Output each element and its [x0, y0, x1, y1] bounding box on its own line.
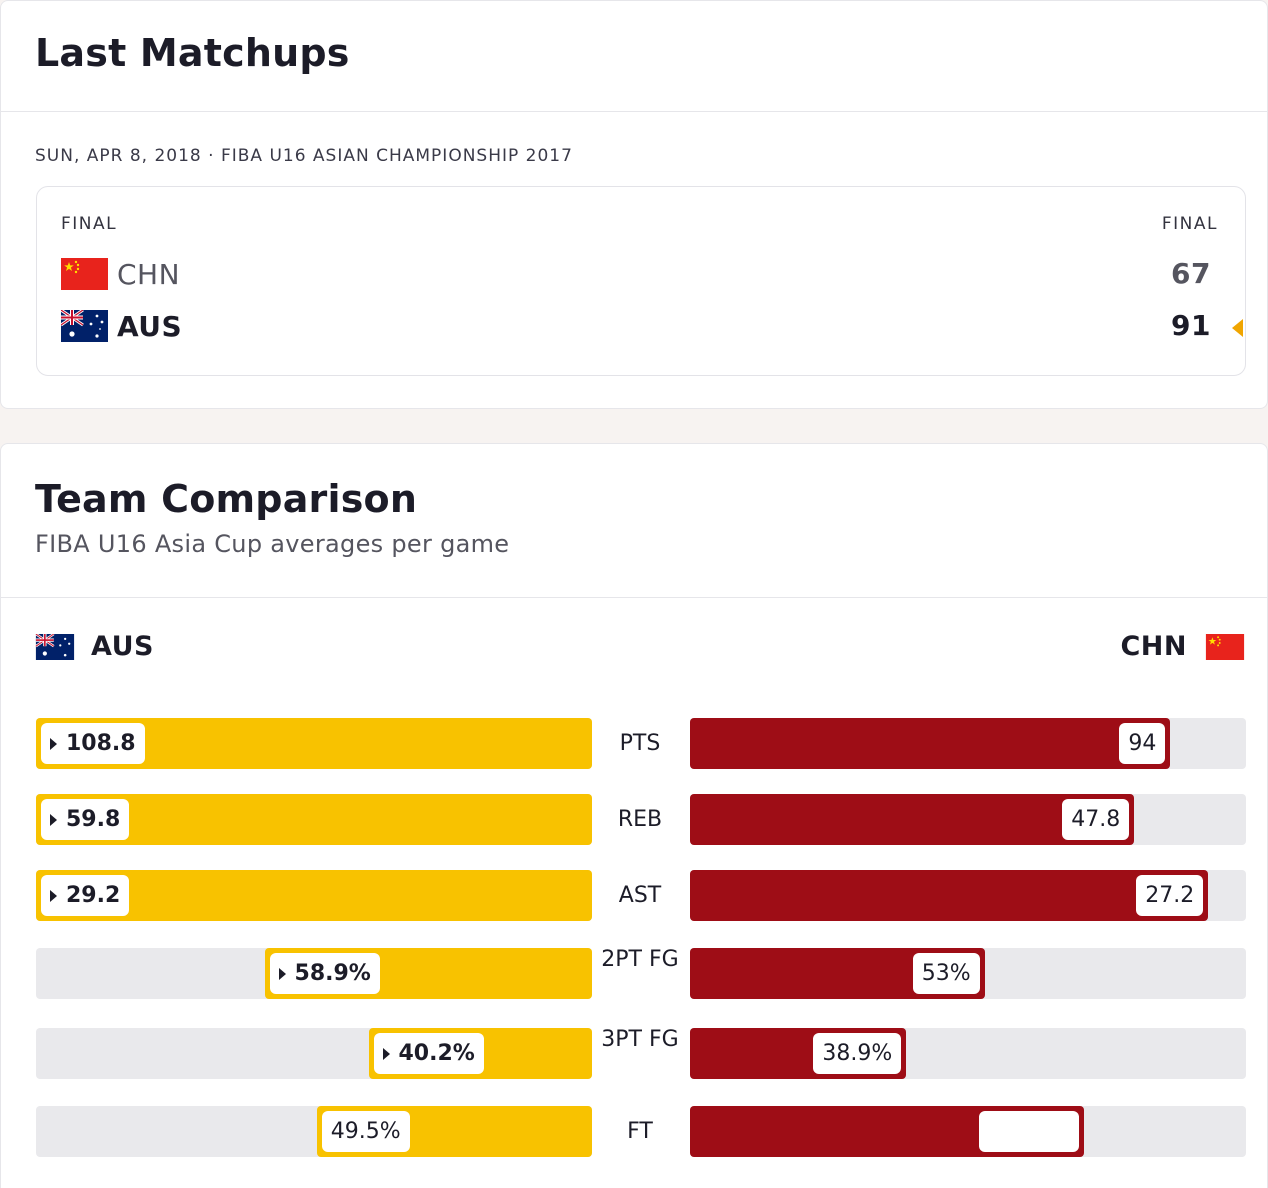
section-title-team-comparison: Team Comparison [35, 477, 418, 521]
stat-value-text: 47.8 [1071, 807, 1121, 832]
stat-bar-aus-ft: 49.5% [36, 1106, 592, 1157]
divider [1, 111, 1267, 112]
stat-bar-aus-pts: 108.8 [36, 718, 592, 769]
game-score-box[interactable]: FINAL FINAL CHN 67 AUS 91 [36, 186, 1246, 376]
team-abbr: CHN [117, 257, 181, 291]
stat-value-chn[interactable] [978, 1111, 1079, 1152]
stat-bar-fill-aus: 49.5% [316, 1106, 592, 1157]
stat-bar-fill-chn: 27.2 [690, 870, 1209, 921]
stat-label-ft: FT [627, 1118, 653, 1144]
stat-bar-chn-3pt-fg: 38.9% [690, 1028, 1246, 1079]
stat-value-text: 94 [1128, 731, 1157, 756]
stat-value-text: 27.2 [1145, 883, 1195, 908]
stat-value-text: 40.2% [398, 1041, 475, 1066]
stat-value-chn[interactable]: 38.9% [813, 1033, 902, 1074]
stat-label-reb: REB [617, 806, 663, 832]
stat-value-text: 49.5% [330, 1119, 401, 1144]
stat-value-aus[interactable]: 108.8 [41, 723, 145, 764]
game-status-right: FINAL [1161, 214, 1218, 234]
stat-value-text: 59.8 [66, 807, 121, 832]
china-flag-icon [1205, 633, 1245, 660]
stat-bar-fill-aus: 59.8 [36, 794, 592, 845]
stat-bar-fill-chn: 38.9% [690, 1028, 907, 1079]
stat-label-2pt-fg: 2PT FG [601, 946, 679, 972]
stat-value-chn[interactable]: 47.8 [1062, 799, 1130, 840]
australia-flag-icon [35, 633, 75, 660]
winner-indicator-icon [1232, 319, 1243, 337]
stat-value-text: 53% [921, 961, 971, 986]
stat-label-pts: PTS [619, 730, 661, 756]
team-row-chn: CHN [61, 257, 180, 291]
team-abbr: AUS [117, 309, 183, 343]
stat-value-aus[interactable]: 49.5% [321, 1111, 410, 1152]
game-status-left: FINAL [61, 214, 118, 234]
stat-bar-chn-ast: 27.2 [690, 870, 1246, 921]
stat-bar-aus-ast: 29.2 [36, 870, 592, 921]
stat-bar-chn-2pt-fg: 53% [690, 948, 1246, 999]
stat-value-aus[interactable]: 59.8 [41, 799, 130, 840]
leader-caret-icon [50, 737, 57, 750]
stat-bar-chn-pts: 94 [690, 718, 1246, 769]
comparison-team-right: CHN [1120, 631, 1245, 662]
stat-bar-chn-ft [690, 1106, 1246, 1157]
leader-caret-icon [278, 967, 286, 980]
stat-bar-chn-reb: 47.8 [690, 794, 1246, 845]
stat-value-text: 38.9% [822, 1041, 893, 1066]
last-matchups-card: Last Matchups SUN, APR 8, 2018 · FIBA U1… [0, 0, 1268, 409]
stat-bar-fill-chn: 53% [690, 948, 985, 999]
stat-label-3pt-fg: 3PT FG [601, 1026, 679, 1052]
leader-caret-icon [50, 889, 57, 902]
stat-bar-aus-3pt-fg: 40.2% [36, 1028, 592, 1079]
stat-value-chn[interactable]: 94 [1119, 723, 1166, 764]
leader-caret-icon [382, 1047, 390, 1060]
stat-value-text: 108.8 [66, 731, 136, 756]
game-meta: SUN, APR 8, 2018 · FIBA U16 ASIAN CHAMPI… [35, 146, 573, 166]
divider [1, 597, 1267, 598]
stat-bar-fill-aus: 40.2% [368, 1028, 592, 1079]
stat-bar-aus-reb: 59.8 [36, 794, 592, 845]
section-subtitle: FIBA U16 Asia Cup averages per game [35, 530, 510, 558]
australia-flag-icon [61, 310, 108, 342]
stat-label-ast: AST [618, 882, 662, 908]
team-abbr: CHN [1120, 631, 1187, 662]
team-row-aus: AUS [61, 309, 182, 343]
stat-value-text: 58.9% [294, 961, 371, 986]
stat-bar-fill-aus: 58.9% [264, 948, 592, 999]
stat-value-chn[interactable]: 27.2 [1136, 875, 1204, 916]
section-title-last-matchups: Last Matchups [35, 31, 350, 75]
china-flag-icon [61, 258, 108, 290]
stat-value-aus[interactable]: 58.9% [269, 953, 380, 994]
team-score-chn: 67 [1171, 257, 1211, 290]
stat-value-chn[interactable]: 53% [912, 953, 980, 994]
team-abbr: AUS [91, 631, 154, 662]
comparison-team-left: AUS [35, 631, 154, 662]
stat-bar-fill-aus: 108.8 [36, 718, 592, 769]
leader-caret-icon [50, 813, 57, 826]
team-comparison-card: Team Comparison FIBA U16 Asia Cup averag… [0, 443, 1268, 1188]
stat-bar-fill-chn [690, 1106, 1084, 1157]
stat-bar-aus-2pt-fg: 58.9% [36, 948, 592, 999]
stat-bar-fill-chn: 47.8 [690, 794, 1135, 845]
stat-bar-fill-chn: 94 [690, 718, 1171, 769]
stat-value-text: 29.2 [66, 883, 121, 908]
stat-value-aus[interactable]: 40.2% [373, 1033, 484, 1074]
stat-bar-fill-aus: 29.2 [36, 870, 592, 921]
team-score-aus: 91 [1171, 309, 1211, 342]
stat-value-aus[interactable]: 29.2 [41, 875, 130, 916]
